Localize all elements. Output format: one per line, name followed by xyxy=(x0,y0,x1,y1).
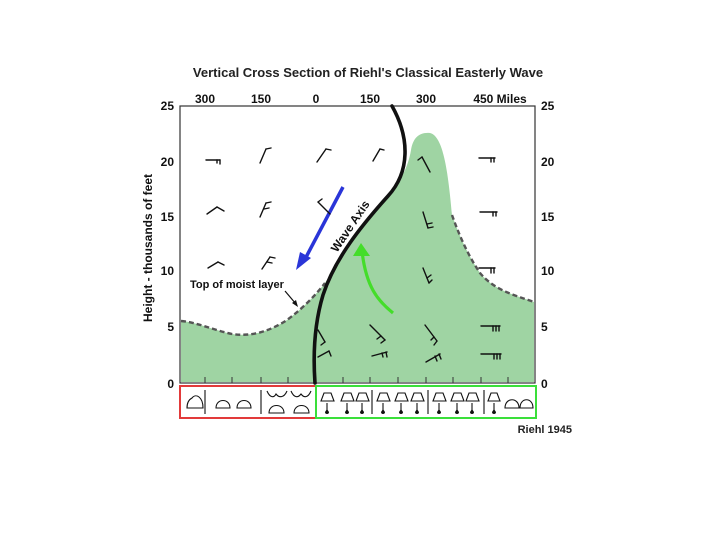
y-tick-label: 0 xyxy=(541,377,548,391)
wind-barb-icon xyxy=(478,157,496,163)
cumulonimbus-rain-icon xyxy=(487,392,501,410)
wave-axis-line xyxy=(312,104,407,385)
y-tick-label: 20 xyxy=(541,155,555,169)
cumulus-cloud-icon xyxy=(519,399,534,409)
y-tick-label: 15 xyxy=(161,210,175,224)
moist-layer-pointer xyxy=(284,290,298,307)
wind-barb-icon xyxy=(480,325,501,332)
x-tick-label: 450 Miles xyxy=(473,92,527,106)
rain-drop-icon xyxy=(360,409,364,414)
y-tick-label: 20 xyxy=(161,155,175,169)
wind-barb-icon xyxy=(261,256,276,270)
wind-barb-icon xyxy=(259,147,272,164)
moist-layer-top-edge xyxy=(450,214,535,304)
cumulonimbus-rain-icon xyxy=(376,392,391,410)
y-tick-label: 25 xyxy=(161,99,175,113)
cumulonimbus-rain-icon xyxy=(394,392,409,410)
cumulonimbus-rain-icon xyxy=(340,392,355,410)
wind-barb-icon xyxy=(317,198,331,215)
wind-barb-icon xyxy=(205,159,221,165)
wind-barb-icon xyxy=(317,350,332,358)
top-x-axis: 300 150 0 150 300 450 Miles xyxy=(195,92,527,106)
cumulus-cloud-icon xyxy=(236,399,252,409)
wind-barb-icon xyxy=(372,148,385,162)
moist-layer-top-edge xyxy=(180,282,326,336)
moist-layer-label: Top of moist layer xyxy=(190,279,285,291)
right-y-axis: 25 20 15 10 5 0 xyxy=(541,99,555,391)
wind-barb-icon xyxy=(478,267,496,274)
cumulonimbus-rain-icon xyxy=(465,392,480,410)
wind-barb-icon xyxy=(422,211,434,229)
rain-drop-icon xyxy=(437,409,441,414)
towering-cumulus-icon xyxy=(290,390,312,414)
ascending-flow-arrow xyxy=(353,243,394,315)
wind-barb-icon xyxy=(316,148,332,163)
cumulonimbus-rain-icon xyxy=(320,392,335,410)
wind-barb-icon xyxy=(422,267,433,284)
wind-barb-icon xyxy=(424,324,438,346)
wind-barb-icon xyxy=(371,351,388,358)
wind-barb-icon xyxy=(479,211,498,217)
wind-barb-icon xyxy=(480,353,502,360)
rain-drop-icon xyxy=(470,409,474,414)
wind-barb-icon xyxy=(317,329,326,346)
wind-barb-icon xyxy=(369,324,386,344)
cumulus-cloud-icon xyxy=(215,399,231,409)
rain-drop-icon xyxy=(492,409,496,414)
weather-symbols-west xyxy=(179,385,317,419)
rain-drop-icon xyxy=(345,409,349,414)
x-tick-label: 300 xyxy=(416,92,436,106)
y-tick-label: 0 xyxy=(167,377,174,391)
descending-flow-arrow xyxy=(296,186,345,270)
y-tick-label: 15 xyxy=(541,210,555,224)
rain-drop-icon xyxy=(415,409,419,414)
cumulus-cloud-icon xyxy=(504,399,520,409)
rain-drop-icon xyxy=(399,409,403,414)
rain-drop-icon xyxy=(381,409,385,414)
x-tick-label: 300 xyxy=(195,92,215,106)
wind-barb-icon xyxy=(206,206,225,215)
y-tick-label: 10 xyxy=(161,264,175,278)
wind-barbs xyxy=(205,147,502,363)
y-tick-label: 10 xyxy=(541,264,555,278)
wind-barb-icon xyxy=(417,156,431,173)
y-axis-title: Height - thousands of feet xyxy=(141,174,155,322)
y-tick-label: 5 xyxy=(167,320,174,334)
towering-cumulus-icon xyxy=(266,390,288,414)
weather-symbols-east xyxy=(315,385,537,419)
cumulonimbus-rain-icon xyxy=(432,392,447,410)
cumulonimbus-rain-icon xyxy=(450,392,465,410)
wind-barb-icon xyxy=(425,353,442,363)
wind-barb-icon xyxy=(207,261,225,269)
left-y-axis: 25 20 15 10 5 0 xyxy=(161,99,175,391)
moist-layer-area xyxy=(181,132,534,382)
cumulus-cloud-icon xyxy=(186,395,204,409)
figure-credit: Riehl 1945 xyxy=(518,424,572,436)
x-tick-label: 150 xyxy=(251,92,271,106)
wind-barb-icon xyxy=(259,201,272,218)
bottom-axis-ticks xyxy=(204,377,509,383)
y-tick-label: 5 xyxy=(541,320,548,334)
figure-title: Vertical Cross Section of Riehl's Classi… xyxy=(193,65,543,80)
rain-drop-icon xyxy=(455,409,459,414)
cumulonimbus-rain-icon xyxy=(355,392,370,410)
y-tick-label: 25 xyxy=(541,99,555,113)
rain-drop-icon xyxy=(325,409,329,414)
x-tick-label: 150 xyxy=(360,92,380,106)
x-tick-label: 0 xyxy=(313,92,320,106)
cumulonimbus-rain-icon xyxy=(410,392,425,410)
